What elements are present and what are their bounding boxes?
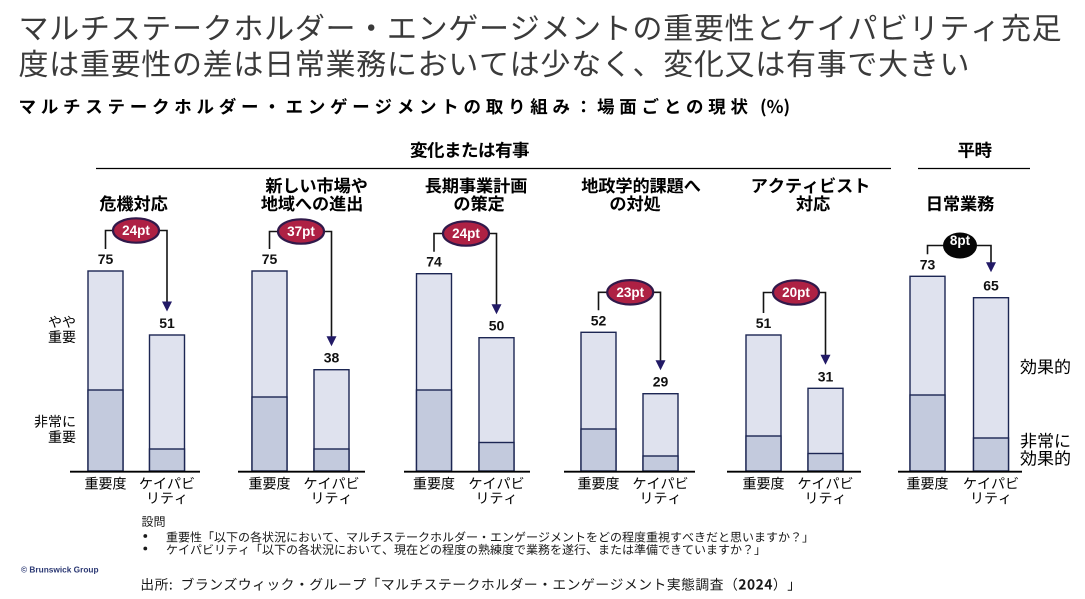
svg-text:38: 38	[324, 350, 340, 366]
svg-text:20pt: 20pt	[782, 285, 810, 300]
svg-text:37pt: 37pt	[287, 224, 315, 239]
svg-text:24pt: 24pt	[452, 226, 480, 241]
svg-text:74: 74	[426, 254, 442, 270]
svg-text:75: 75	[262, 251, 278, 267]
svg-text:65: 65	[983, 278, 999, 294]
svg-text:52: 52	[591, 312, 607, 328]
svg-text:51: 51	[756, 315, 772, 331]
svg-text:29: 29	[653, 374, 669, 390]
svg-text:51: 51	[159, 315, 175, 331]
svg-text:© Brunswick Group: © Brunswick Group	[21, 565, 99, 575]
svg-text:75: 75	[98, 251, 114, 267]
svg-text:31: 31	[818, 368, 834, 384]
svg-text:73: 73	[920, 256, 936, 272]
svg-text:23pt: 23pt	[616, 285, 644, 300]
svg-text:50: 50	[489, 318, 505, 334]
svg-text:8pt: 8pt	[950, 233, 971, 248]
svg-text:24pt: 24pt	[122, 223, 150, 238]
